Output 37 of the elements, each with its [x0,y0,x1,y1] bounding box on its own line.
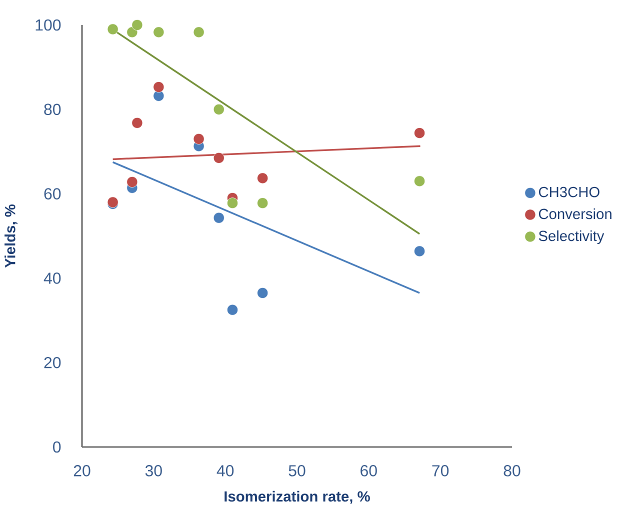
point [193,133,204,144]
y-tick-label: 60 [44,188,61,200]
point [257,172,268,184]
legend-label: CH3CHO [538,186,600,198]
x-tick-label: 80 [504,465,520,476]
point [132,117,143,128]
point [226,198,238,209]
x-tick-label: 20 [74,465,90,476]
y-axis-title: Yields, % [4,204,18,268]
point [213,212,224,224]
point [193,26,204,38]
x-tick-label: 50 [288,465,306,476]
y-tick-label: 40 [44,272,61,284]
point [226,304,238,316]
point [414,128,426,139]
point [414,246,426,257]
point [153,26,164,38]
point [257,287,268,299]
point [153,82,164,93]
point [213,104,224,115]
point [257,198,268,209]
x-tick-label: 40 [216,465,234,476]
x-tick-label: 60 [360,465,377,476]
point [126,176,138,188]
point [132,19,143,31]
y-tick-label: 80 [44,104,61,116]
point [414,176,426,187]
point [213,152,224,164]
y-tick-label: 0 [53,441,61,453]
x-tick-label: 30 [145,465,162,476]
legend-label: Conversion [538,208,612,220]
y-tick-label: 100 [36,19,61,31]
x-tick-label: 70 [432,465,449,476]
legend-label: Selectivity [538,230,604,244]
y-tick-label: 20 [44,356,61,368]
point [107,24,118,35]
x-axis-title: Isomerization rate, % [224,490,370,504]
